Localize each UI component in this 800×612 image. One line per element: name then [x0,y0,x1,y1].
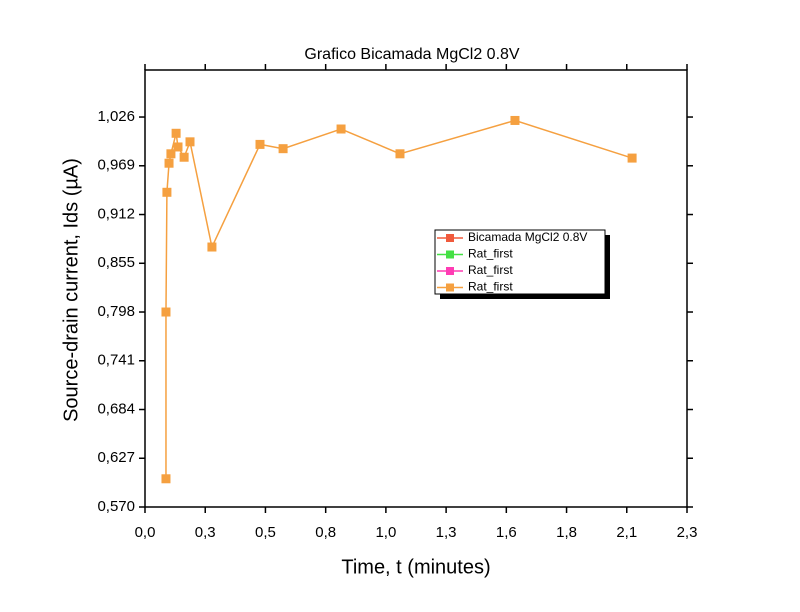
data-point [162,187,172,197]
data-point [510,115,520,125]
y-tick-label: 0,627 [97,449,135,466]
x-tick-label: 1,6 [496,524,517,541]
x-tick-label: 1,0 [375,524,396,541]
data-point [161,307,171,317]
legend-label: Bicamada MgCl2 0.8V [468,230,587,244]
x-tick-label: 1,8 [556,524,577,541]
y-tick-label: 0,969 [97,157,135,174]
data-point [185,137,195,147]
x-tick-label: 2,1 [616,524,637,541]
data-point [336,124,346,134]
data-point [255,139,265,149]
data-point [278,144,288,154]
legend-marker [446,283,454,292]
legend: Bicamada MgCl2 0.8V Rat_first Rat_first Rat… [434,229,610,299]
data-point [207,242,217,252]
y-tick-label: 0,684 [97,400,135,417]
x-tick-label: 1,3 [436,524,457,541]
data-point [161,474,171,484]
x-tick-label: 2,3 [677,524,698,541]
data-point [173,142,183,152]
legend-marker [446,234,454,242]
data-point [627,153,637,163]
legend-label: Rat_first [468,263,513,277]
y-axis-label: Source-drain current, Ids (µA) [60,158,82,422]
data-point [164,158,174,168]
y-tick-label: 0,570 [97,498,135,515]
y-tick-label: 0,855 [97,254,135,271]
x-tick-label: 0,3 [195,524,216,541]
y-tick-label: 1,026 [97,108,135,125]
y-tick-label: 0,741 [97,352,135,369]
legend-label: Rat_first [468,247,513,261]
x-tick-label: 0,5 [255,524,276,541]
legend-marker [446,267,454,275]
x-tick-label: 0,0 [135,524,156,541]
legend-box [434,229,606,295]
plot-frame [144,69,688,508]
legend-label: Rat_first [468,280,513,294]
x-axis-label: Time, t (minutes) [341,556,490,578]
legend-marker [446,250,454,259]
data-point [395,149,405,159]
data-point [179,152,189,162]
x-tick-label: 0,8 [315,524,336,541]
y-tick-label: 0,798 [97,303,135,320]
chart-title: Grafico Bicamada MgCl2 0.8V [304,46,520,63]
data-point [166,149,176,159]
data-point [171,128,181,138]
y-tick-label: 0,912 [97,205,135,222]
series-line [165,119,633,479]
